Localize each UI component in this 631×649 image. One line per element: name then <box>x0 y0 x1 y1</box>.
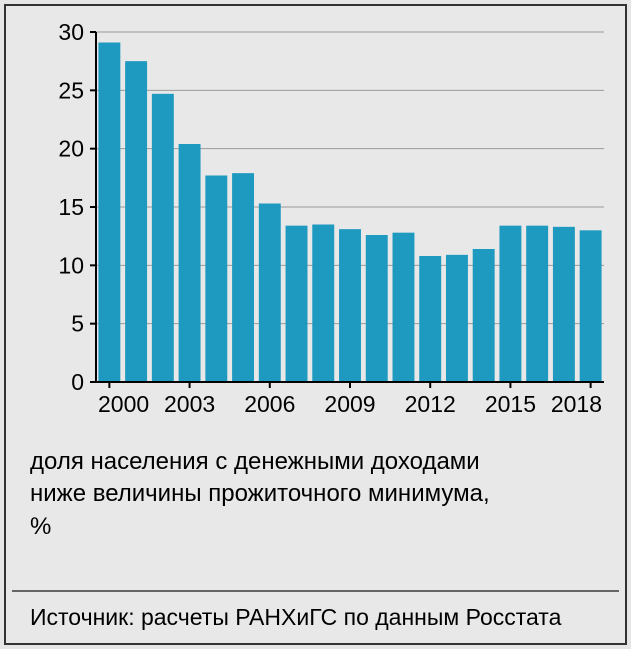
bar <box>179 144 201 382</box>
chart-frame: 0 5 10 15 20 25 30 2000 2003 2006 2009 2012 2015 2018… <box>4 4 627 645</box>
svg-text:15: 15 <box>58 194 84 220</box>
bar <box>286 226 308 382</box>
svg-text:2012: 2012 <box>405 391 456 417</box>
chart-caption: доля населения с денежными доходами ниже… <box>30 446 590 543</box>
bar <box>580 230 602 382</box>
bar <box>446 255 468 382</box>
bar <box>499 226 521 382</box>
svg-text:2003: 2003 <box>164 391 215 417</box>
bar-chart: 0 5 10 15 20 25 30 2000 2003 2006 2009 2012 2015 2018 <box>24 20 614 430</box>
chart-svg: 0 5 10 15 20 25 30 2000 2003 2006 2009 2012 2015 2018 <box>24 20 614 430</box>
divider-line <box>12 590 619 592</box>
caption-line-1: доля населения с денежными доходами <box>30 446 590 478</box>
bar <box>205 176 227 383</box>
svg-text:2006: 2006 <box>244 391 295 417</box>
svg-text:2015: 2015 <box>485 391 536 417</box>
svg-text:2018: 2018 <box>551 391 602 417</box>
caption-line-3: % <box>30 511 590 543</box>
bar <box>553 227 575 382</box>
svg-text:20: 20 <box>58 136 84 162</box>
bar <box>473 249 495 382</box>
svg-text:2009: 2009 <box>324 391 375 417</box>
bar <box>259 204 281 383</box>
svg-text:2000: 2000 <box>98 391 149 417</box>
bar <box>366 235 388 382</box>
bar <box>152 94 174 382</box>
svg-text:25: 25 <box>58 77 84 103</box>
svg-text:0: 0 <box>71 369 84 395</box>
bar <box>312 225 334 383</box>
caption-line-2: ниже величины прожиточного минимума, <box>30 478 590 510</box>
svg-text:30: 30 <box>58 20 84 45</box>
bar <box>393 233 415 382</box>
bar <box>125 61 147 382</box>
bar <box>98 43 120 383</box>
bar <box>339 229 361 382</box>
bar <box>526 226 548 382</box>
bar <box>419 256 441 382</box>
svg-text:5: 5 <box>71 311 84 337</box>
svg-text:10: 10 <box>58 252 84 278</box>
source-label: Источник: расчеты РАНХиГС по данным Росс… <box>30 604 561 631</box>
bar <box>232 173 254 382</box>
image-outer: 0 5 10 15 20 25 30 2000 2003 2006 2009 2012 2015 2018… <box>0 0 631 649</box>
